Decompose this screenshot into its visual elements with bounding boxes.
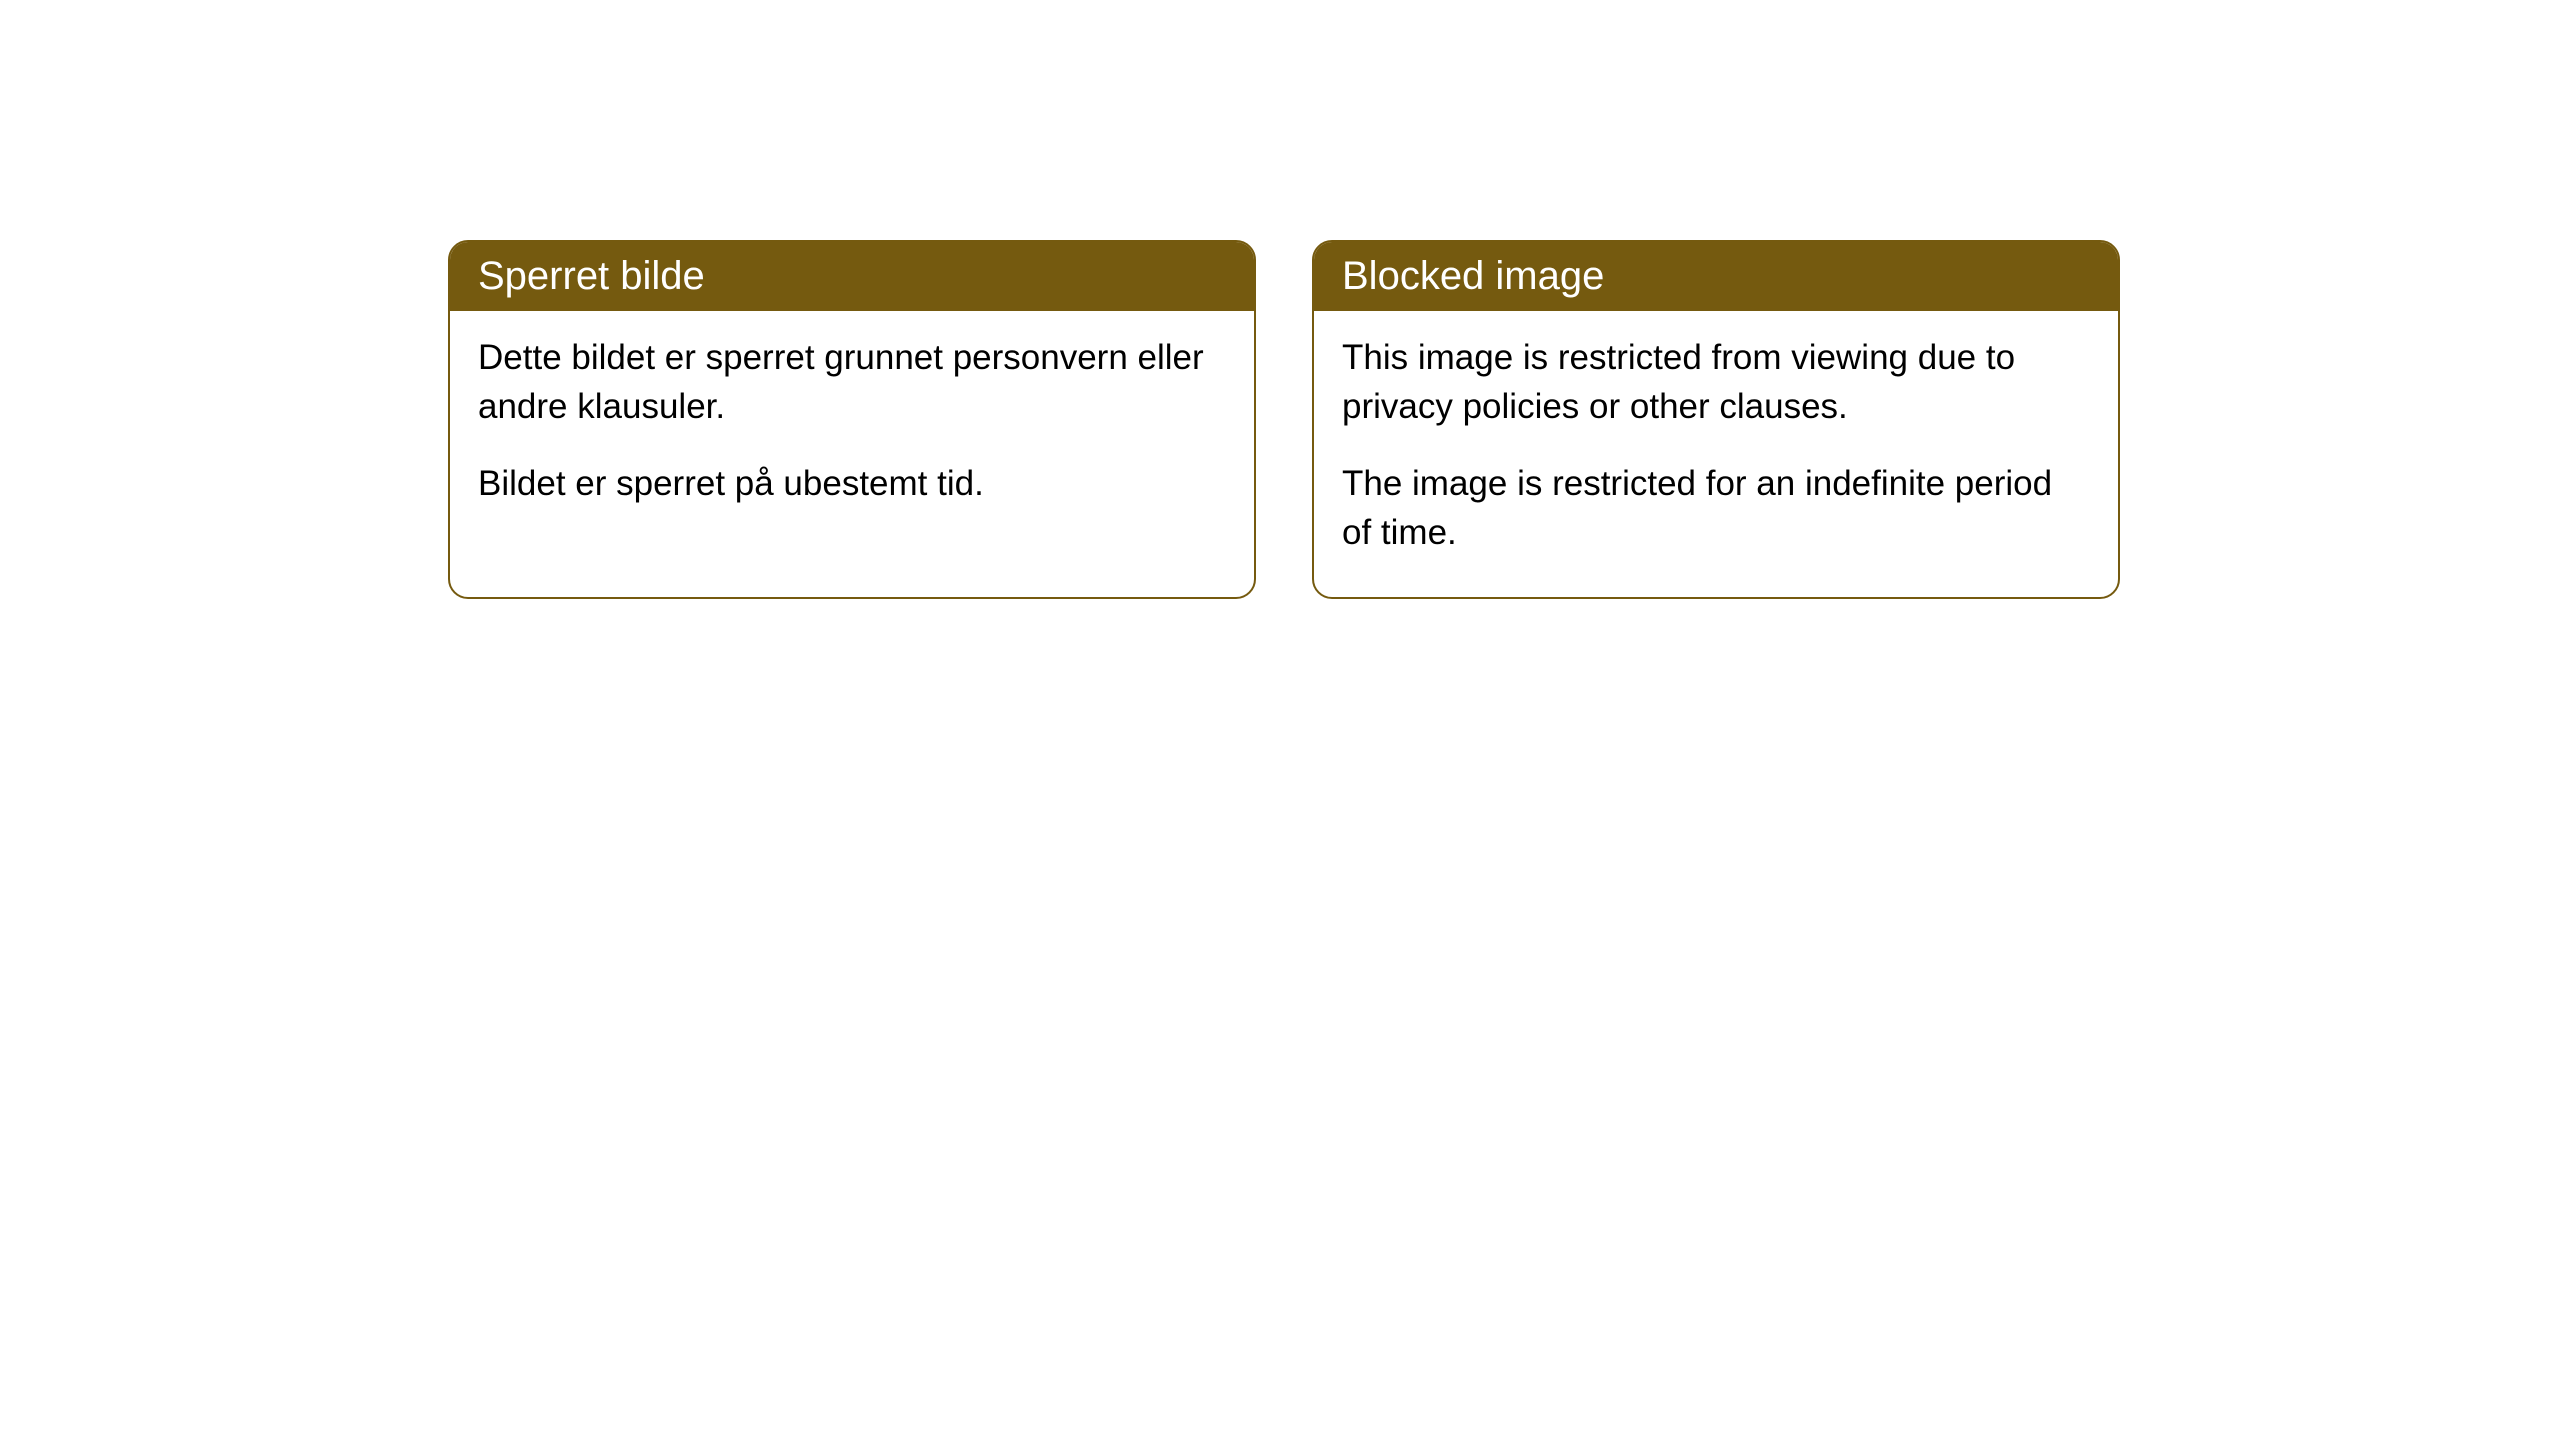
card-text-norwegian-1: Dette bildet er sperret grunnet personve… bbox=[478, 333, 1226, 431]
card-text-english-1: This image is restricted from viewing du… bbox=[1342, 333, 2090, 431]
card-body-norwegian: Dette bildet er sperret grunnet personve… bbox=[450, 311, 1254, 548]
card-body-english: This image is restricted from viewing du… bbox=[1314, 311, 2118, 597]
card-header-english: Blocked image bbox=[1314, 242, 2118, 311]
card-text-english-2: The image is restricted for an indefinit… bbox=[1342, 459, 2090, 557]
notice-card-norwegian: Sperret bilde Dette bildet er sperret gr… bbox=[448, 240, 1256, 599]
notice-container: Sperret bilde Dette bildet er sperret gr… bbox=[448, 240, 2560, 599]
card-text-norwegian-2: Bildet er sperret på ubestemt tid. bbox=[478, 459, 1226, 508]
card-header-norwegian: Sperret bilde bbox=[450, 242, 1254, 311]
notice-card-english: Blocked image This image is restricted f… bbox=[1312, 240, 2120, 599]
